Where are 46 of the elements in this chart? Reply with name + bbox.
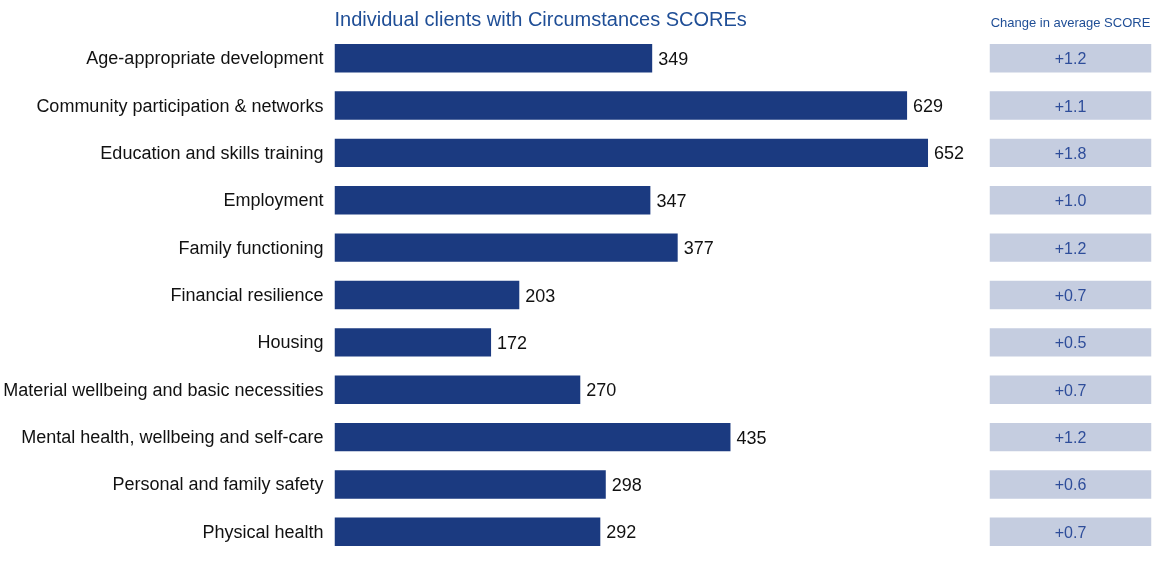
bar <box>334 138 929 168</box>
bar <box>334 280 520 310</box>
text: +1.2 <box>1054 239 1087 257</box>
data-label: 377 <box>683 238 714 259</box>
y-tick-label: Education and skills training <box>100 142 324 163</box>
data-label: 349 <box>658 48 689 69</box>
bar <box>334 470 606 499</box>
text: +0.7 <box>1054 381 1087 399</box>
data-label: 203 <box>525 285 556 306</box>
y-tick-label: Financial resilience <box>170 285 324 305</box>
data-label: 652 <box>934 143 965 164</box>
y-tick-label: Community participation & networks <box>36 95 324 116</box>
chart-title: Individual clients with Circumstances SCOREs <box>334 7 747 30</box>
data-label: 270 <box>586 380 617 401</box>
y-tick-label: Mental health, wellbeing and self-care <box>21 427 324 448</box>
text: +0.7 <box>1054 523 1087 541</box>
bar <box>334 328 492 357</box>
y-tick-label: Age-appropriate development <box>86 48 324 69</box>
data-label: 298 <box>611 474 642 495</box>
bar <box>334 91 908 120</box>
text: +0.6 <box>1054 476 1087 494</box>
y-tick-label: Material wellbeing and basic necessities <box>3 379 324 400</box>
bar <box>334 375 581 404</box>
text: +1.0 <box>1054 192 1087 210</box>
text: +0.5 <box>1054 334 1087 352</box>
y-tick-label: Employment <box>223 190 324 211</box>
bar <box>334 422 731 452</box>
bar <box>334 517 601 547</box>
text: +1.1 <box>1054 97 1087 115</box>
text: Change in average SCORE <box>990 14 1151 30</box>
y-tick-label: Housing <box>257 332 324 353</box>
data-label: 172 <box>497 332 528 353</box>
data-label: 629 <box>913 96 944 117</box>
text: +1.8 <box>1054 144 1087 162</box>
data-label: 435 <box>736 427 767 448</box>
y-tick-label: Personal and family safety <box>112 474 324 495</box>
bar <box>334 233 678 262</box>
text: +1.2 <box>1054 50 1087 68</box>
y-tick-label: Physical health <box>202 521 324 542</box>
y-tick-label: Family functioning <box>178 237 324 258</box>
text: +1.2 <box>1054 429 1087 447</box>
data-label: 292 <box>606 522 637 543</box>
text: +0.7 <box>1054 287 1087 304</box>
bar <box>334 43 653 73</box>
data-label: 347 <box>656 190 687 211</box>
bar <box>334 186 651 215</box>
